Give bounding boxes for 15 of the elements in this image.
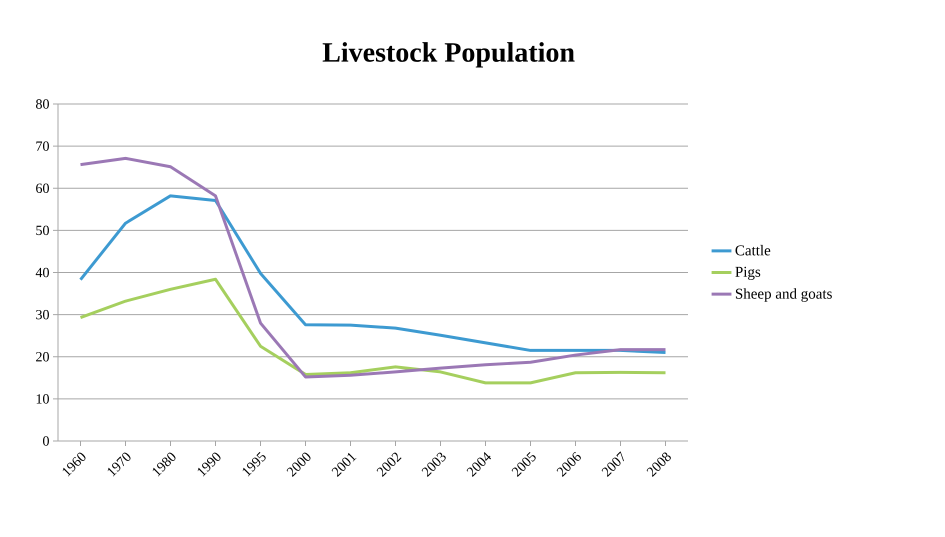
y-tick-label: 70 [36, 141, 49, 151]
legend-label: Sheep and goats [736, 288, 832, 302]
chart-title: Livestock Population [322, 42, 575, 68]
y-tick-label: 60 [36, 184, 49, 193]
y-tick-label: 40 [36, 268, 49, 278]
y-tick-label: 30 [36, 310, 49, 320]
line-series [79, 278, 668, 384]
y-tick-label: 0 [43, 436, 49, 446]
line-series [79, 156, 668, 378]
y-tick-label: 20 [36, 352, 49, 362]
y-tick-label: 80 [36, 99, 49, 109]
y-tick-label: 10 [36, 394, 49, 404]
legend-label: Pigs [735, 266, 760, 280]
legend-label: Cattle [736, 244, 770, 256]
y-tick-label: 50 [36, 226, 49, 236]
